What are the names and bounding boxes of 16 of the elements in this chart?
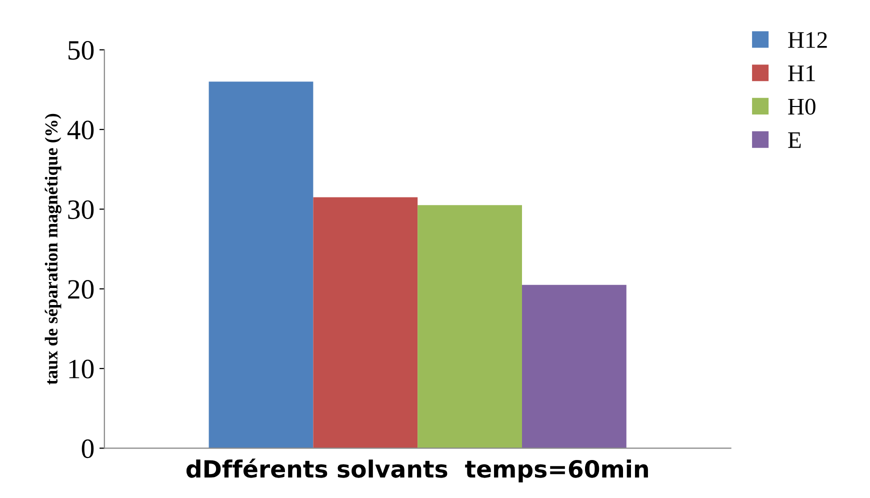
legend-label: H0 (788, 98, 816, 115)
y-tick-label: 10 (69, 360, 94, 378)
y-tick-label: 50 (68, 40, 94, 60)
y-axis-title: taux de séparation magnétique (%) (44, 114, 62, 385)
y-tick-label: 30 (68, 200, 94, 220)
y-tick-label: 40 (67, 120, 94, 140)
x-axis-title: dDfférents solvants temps=60min (186, 458, 648, 482)
legend-label: E (788, 132, 801, 148)
bar (418, 205, 522, 448)
bar (208, 82, 314, 448)
y-tick-label: 20 (68, 280, 94, 299)
legend-label: H12 (788, 32, 827, 48)
bar (522, 284, 626, 448)
legend-label: H1 (788, 66, 815, 82)
y-tick-label: 0 (82, 439, 94, 458)
bar (313, 197, 418, 448)
